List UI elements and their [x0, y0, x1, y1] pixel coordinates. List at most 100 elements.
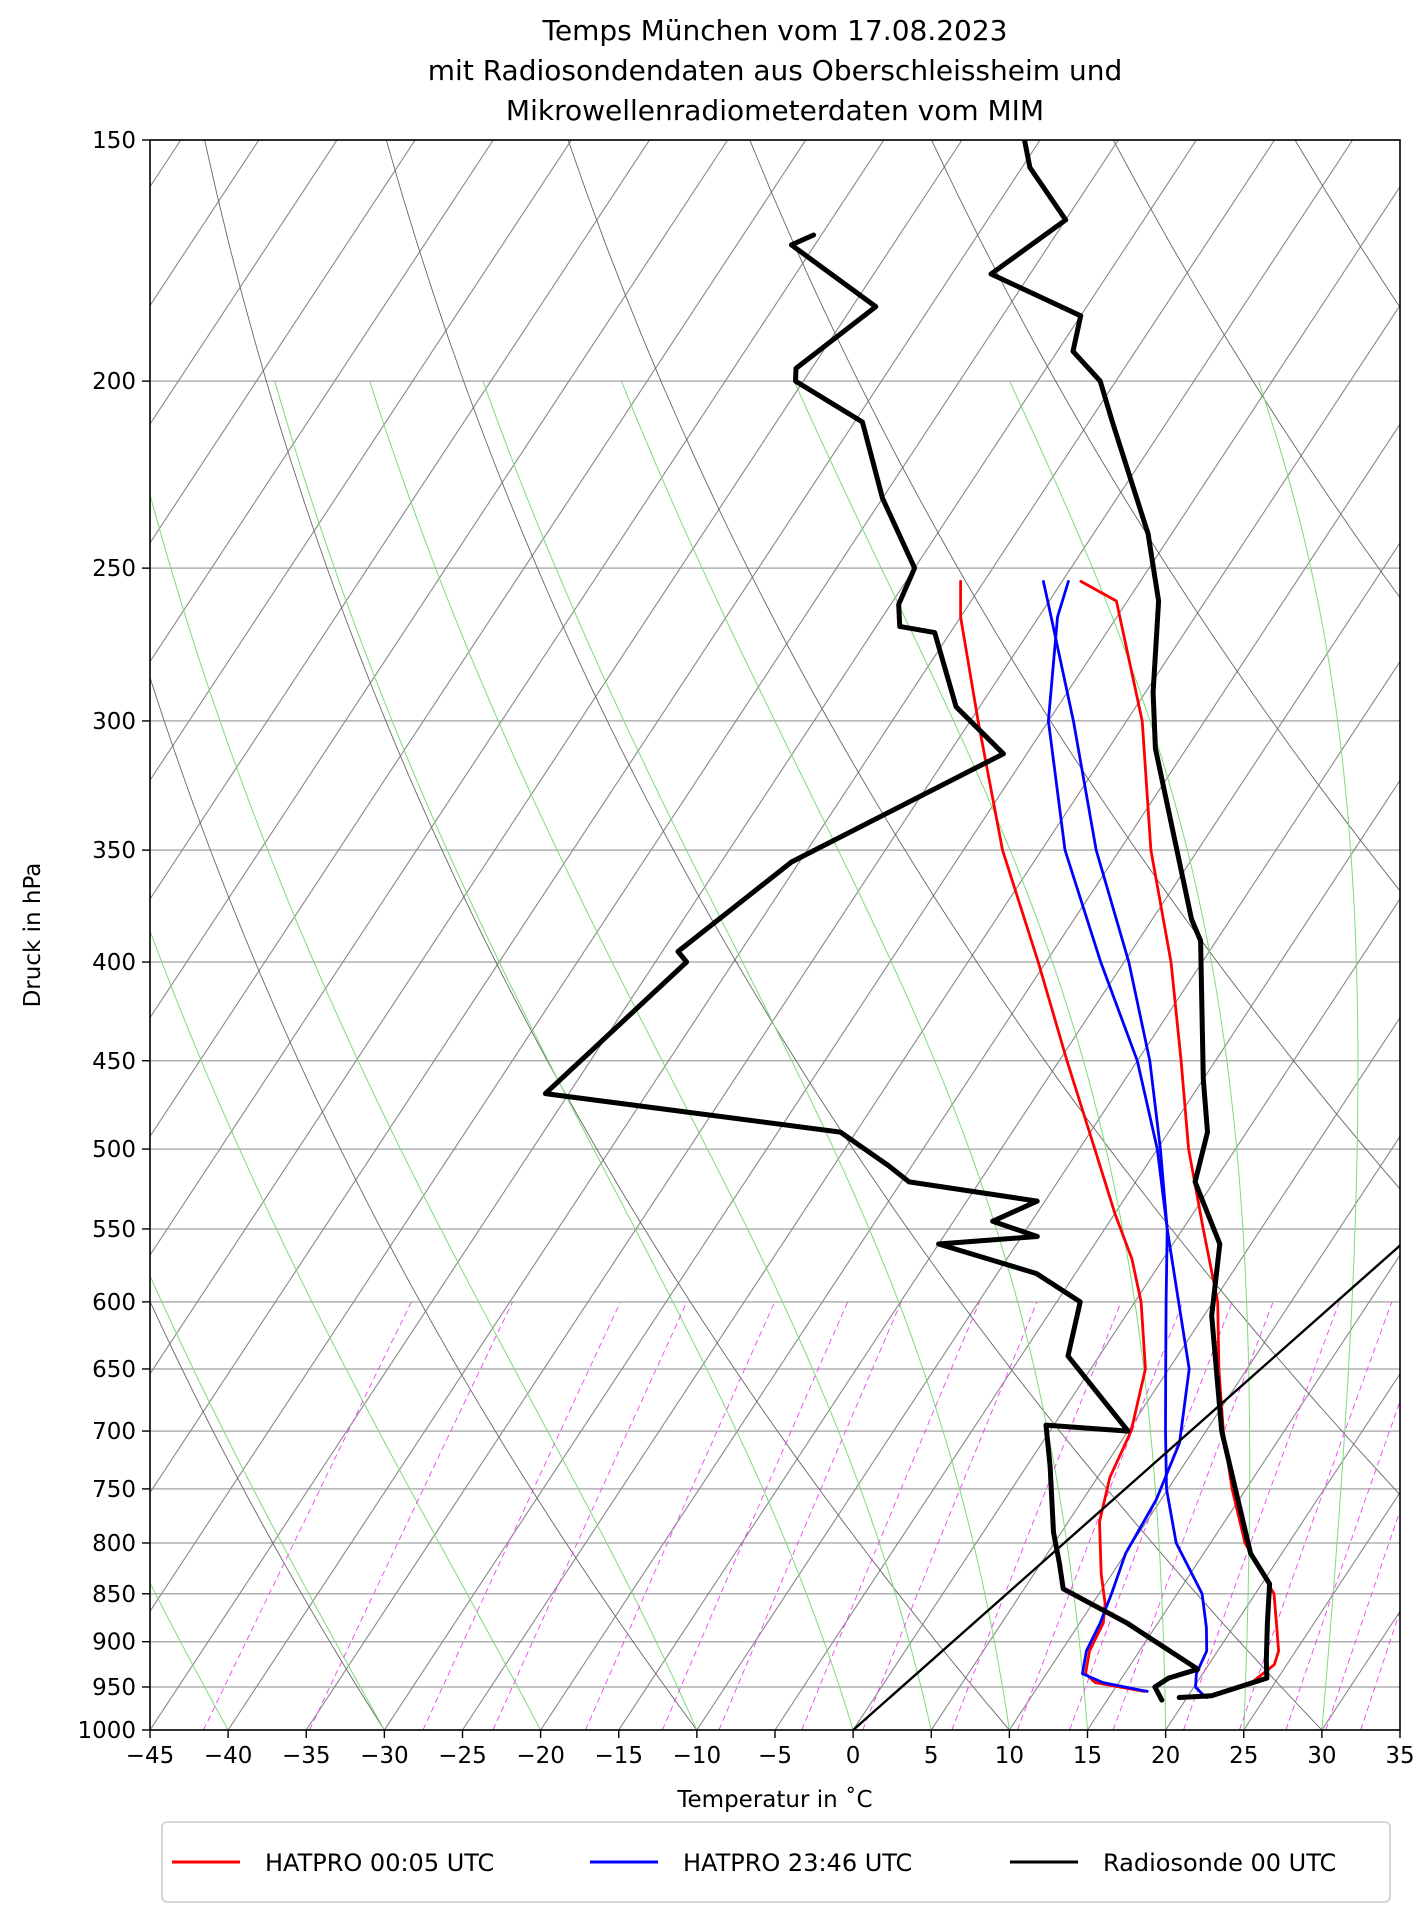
x-tick-label: 30 — [1307, 1743, 1336, 1769]
profile-dewpoint-line — [959, 580, 1147, 1693]
isotherm-line — [150, 140, 650, 901]
dry-adiabat-line — [749, 140, 1400, 1190]
moist-adiabat-line — [150, 492, 698, 1730]
legend-item-hatpro-0005: HATPRO 00:05 UTC — [172, 1849, 494, 1877]
x-tick-label: 20 — [1151, 1743, 1180, 1769]
moist-adiabat-line — [1009, 380, 1251, 1730]
legend-label-hatpro-0005: HATPRO 00:05 UTC — [265, 1849, 494, 1877]
isotherm-line — [150, 140, 338, 426]
x-tick-label: −5 — [758, 1743, 792, 1769]
mixing-ratio-line — [661, 1301, 849, 1730]
profile-temperature-line — [988, 140, 1273, 1700]
x-tick-label: −30 — [360, 1743, 409, 1769]
dry-adiabat-line — [150, 1300, 385, 1730]
mixing-ratio-line — [492, 1301, 688, 1730]
y-axis: 1000 950 900 850 800 750 700 650 600 550 500 450 400… — [77, 128, 150, 1744]
x-tick-label: −45 — [126, 1743, 175, 1769]
series-hatpro-0005 — [959, 580, 1280, 1699]
x-tick-label: 5 — [924, 1743, 939, 1769]
legend-item-hatpro-2346: HATPRO 23:46 UTC — [590, 1849, 912, 1877]
y-tick-label: 150 — [92, 128, 136, 154]
background-reference-lines — [150, 140, 1400, 1730]
profile-temperature-line — [1042, 580, 1209, 1699]
moist-adiabat-line — [150, 1581, 229, 1730]
legend-label-radiosonde: Radiosonde 00 UTC — [1103, 1849, 1336, 1877]
x-axis-label: Temperatur in ˚C — [676, 1786, 872, 1813]
y-tick-label: 450 — [92, 1049, 136, 1075]
mixing-ratio-line — [203, 1301, 412, 1730]
isotherm-line — [150, 140, 729, 1019]
series-hatpro-2346 — [1042, 580, 1209, 1699]
mixing-ratio-line — [951, 1301, 1122, 1730]
y-tick-label: 300 — [92, 709, 136, 735]
profile-dewpoint-line — [1047, 580, 1191, 1693]
moist-adiabat-line — [274, 380, 854, 1730]
isotherm-line — [696, 660, 1400, 1730]
x-tick-label: 10 — [995, 1743, 1024, 1769]
legend: HATPRO 00:05 UTC HATPRO 23:46 UTC Radios… — [161, 1821, 1391, 1903]
isotherm-line — [1165, 1372, 1400, 1730]
isotherm-line — [150, 140, 1041, 1494]
moist-adiabat-line — [793, 380, 1167, 1730]
y-tick-label: 500 — [92, 1137, 136, 1163]
isotherm-line — [150, 140, 963, 1375]
mixing-ratio-line — [862, 1301, 1038, 1730]
y-tick-label: 550 — [92, 1217, 136, 1243]
series-radiosonde — [542, 140, 1273, 1703]
y-tick-label: 700 — [92, 1419, 136, 1445]
moist-adiabat-line — [150, 1274, 385, 1730]
profile-temperature-line — [1079, 580, 1280, 1699]
isotherm-line — [305, 140, 1354, 1730]
mixing-ratio-line — [1112, 1301, 1274, 1730]
x-tick-label: −25 — [438, 1743, 487, 1769]
isotherm-line — [1087, 1254, 1400, 1730]
isotherm-line — [150, 140, 885, 1257]
dry-adiabat-line — [567, 140, 1400, 1496]
y-tick-label: 650 — [92, 1357, 136, 1383]
moist-adiabat-line — [150, 929, 542, 1730]
y-tick-label: 350 — [92, 838, 136, 864]
isotherm-line — [618, 541, 1400, 1730]
dry-adiabat-line — [204, 140, 1010, 1730]
isotherm-line — [1008, 1135, 1400, 1730]
y-tick-label: 200 — [92, 369, 136, 395]
reference-line — [852, 1243, 1400, 1730]
mixing-ratio-line — [1016, 1301, 1184, 1730]
x-tick-label: 35 — [1385, 1743, 1414, 1769]
legend-item-radiosonde: Radiosonde 00 UTC — [1010, 1849, 1336, 1877]
moist-adiabat-line — [369, 380, 932, 1730]
profile-dewpoint-line — [542, 232, 1201, 1703]
isotherm-line — [930, 1016, 1400, 1730]
mixing-ratio-line — [718, 1301, 902, 1730]
dry-adiabat-line — [150, 676, 698, 1730]
y-tick-label: 900 — [92, 1630, 136, 1656]
y-tick-label: 600 — [92, 1290, 136, 1316]
title-line-2: mit Radiosondendaten aus Oberschleisshei… — [428, 54, 1122, 87]
y-tick-label: 750 — [92, 1477, 136, 1503]
y-axis-label: Druck in hPa — [20, 863, 46, 1008]
isotherm-line — [150, 140, 572, 782]
isotherm-line — [227, 140, 1275, 1730]
x-tick-label: 25 — [1229, 1743, 1258, 1769]
plot-area — [149, 139, 1401, 1731]
isotherm-line — [462, 304, 1400, 1730]
moist-adiabat-line — [1258, 380, 1359, 1730]
x-tick-label: −10 — [673, 1743, 722, 1769]
x-tick-label: −20 — [516, 1743, 565, 1769]
x-axis: −45 −40 −35 −30 −25 −20 −15 −10 −5 0 5 10 15 20 25 30 35 — [126, 1730, 1415, 1769]
mixing-ratio-line — [1238, 1301, 1393, 1730]
y-tick-label: 250 — [92, 556, 136, 582]
y-tick-label: 800 — [92, 1531, 136, 1557]
moist-adiabat-line — [620, 380, 1088, 1730]
legend-label-hatpro-2346: HATPRO 23:46 UTC — [683, 1849, 912, 1877]
isotherm-line — [383, 185, 1400, 1730]
dry-adiabat-line — [931, 140, 1400, 892]
y-tick-label: 850 — [92, 1582, 136, 1608]
isotherm-line — [852, 898, 1400, 1730]
isotherm-line — [540, 423, 1400, 1730]
title-line-1: Temps München vom 17.08.2023 — [542, 14, 1008, 47]
isotherm-line — [150, 140, 1197, 1730]
data-series — [542, 140, 1400, 1730]
mixing-ratio-line — [422, 1301, 621, 1730]
chart-title: Temps München vom 17.08.2023 mit Radioso… — [428, 14, 1122, 127]
